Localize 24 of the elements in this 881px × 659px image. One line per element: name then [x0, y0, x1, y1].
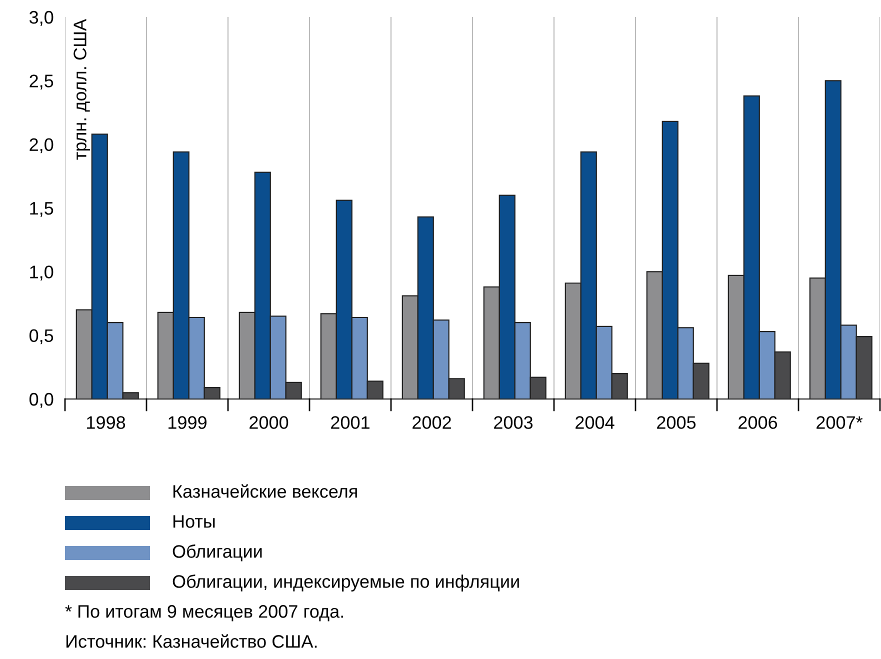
- x-tick-label: 2002: [412, 416, 451, 429]
- y-tick-label: 0,5: [29, 329, 54, 344]
- legend-label: Казначейские векселя: [173, 484, 357, 498]
- x-tick-label: 2000: [250, 416, 288, 429]
- y-tick-label: 0,0: [29, 392, 54, 408]
- x-tick-label: 2007*: [816, 416, 863, 429]
- legend-label: Облигации: [172, 544, 262, 562]
- legend-label: Ноты: [173, 515, 215, 528]
- y-tick-label: 1,0: [30, 266, 54, 281]
- x-tick-label: 1998: [87, 416, 126, 429]
- x-tick-label: 2004: [576, 416, 614, 429]
- x-tick-label: 1999: [168, 416, 206, 429]
- y-tick-label: 1,5: [30, 202, 54, 217]
- x-tick-label: 2003: [494, 416, 533, 429]
- text: Источник: Казначейство США.: [66, 634, 317, 648]
- legend-label: Облигации, индексируемые по инфляции: [172, 574, 519, 592]
- x-tick-label: 2006: [738, 416, 778, 429]
- x-tick-label: 2001: [331, 416, 370, 429]
- x-tick-label: 2005: [657, 416, 696, 429]
- y-tick-label: 2,5: [30, 74, 54, 90]
- y-tick-label: 2,0: [30, 138, 54, 154]
- y-tick-label: 3,0: [29, 10, 54, 26]
- y-axis-title: трлн. долл. США: [74, 18, 90, 160]
- text: * По итогам 9 месяцев 2007 года.: [65, 605, 343, 622]
